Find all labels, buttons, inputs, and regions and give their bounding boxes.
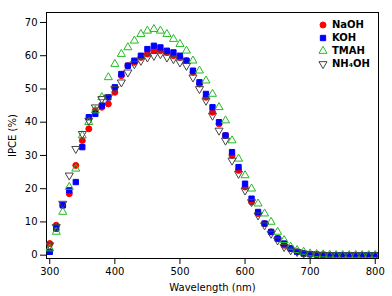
svg-text:50: 50	[25, 83, 38, 94]
svg-text:20: 20	[25, 183, 38, 194]
svg-text:IPCE (%): IPCE (%)	[7, 114, 18, 157]
html-text:TMAH: TMAH	[332, 45, 365, 56]
svg-text:60: 60	[25, 50, 38, 61]
svg-text:0: 0	[31, 249, 37, 260]
svg-text:300: 300	[40, 266, 59, 277]
svg-text:30: 30	[25, 150, 38, 161]
svg-text:500: 500	[170, 266, 189, 277]
svg-text:600: 600	[236, 266, 255, 277]
svg-text:40: 40	[25, 116, 38, 127]
html-text:NH₄OH: NH₄OH	[332, 58, 370, 69]
svg-text:70: 70	[25, 17, 38, 28]
html-text:KOH: KOH	[332, 32, 357, 43]
html-text:NaOH: NaOH	[332, 19, 364, 30]
svg-text:Wavelength (nm): Wavelength (nm)	[169, 282, 255, 293]
svg-text:800: 800	[366, 266, 385, 277]
svg-text:700: 700	[301, 266, 320, 277]
svg-text:400: 400	[105, 266, 124, 277]
svg-text:10: 10	[25, 216, 38, 227]
